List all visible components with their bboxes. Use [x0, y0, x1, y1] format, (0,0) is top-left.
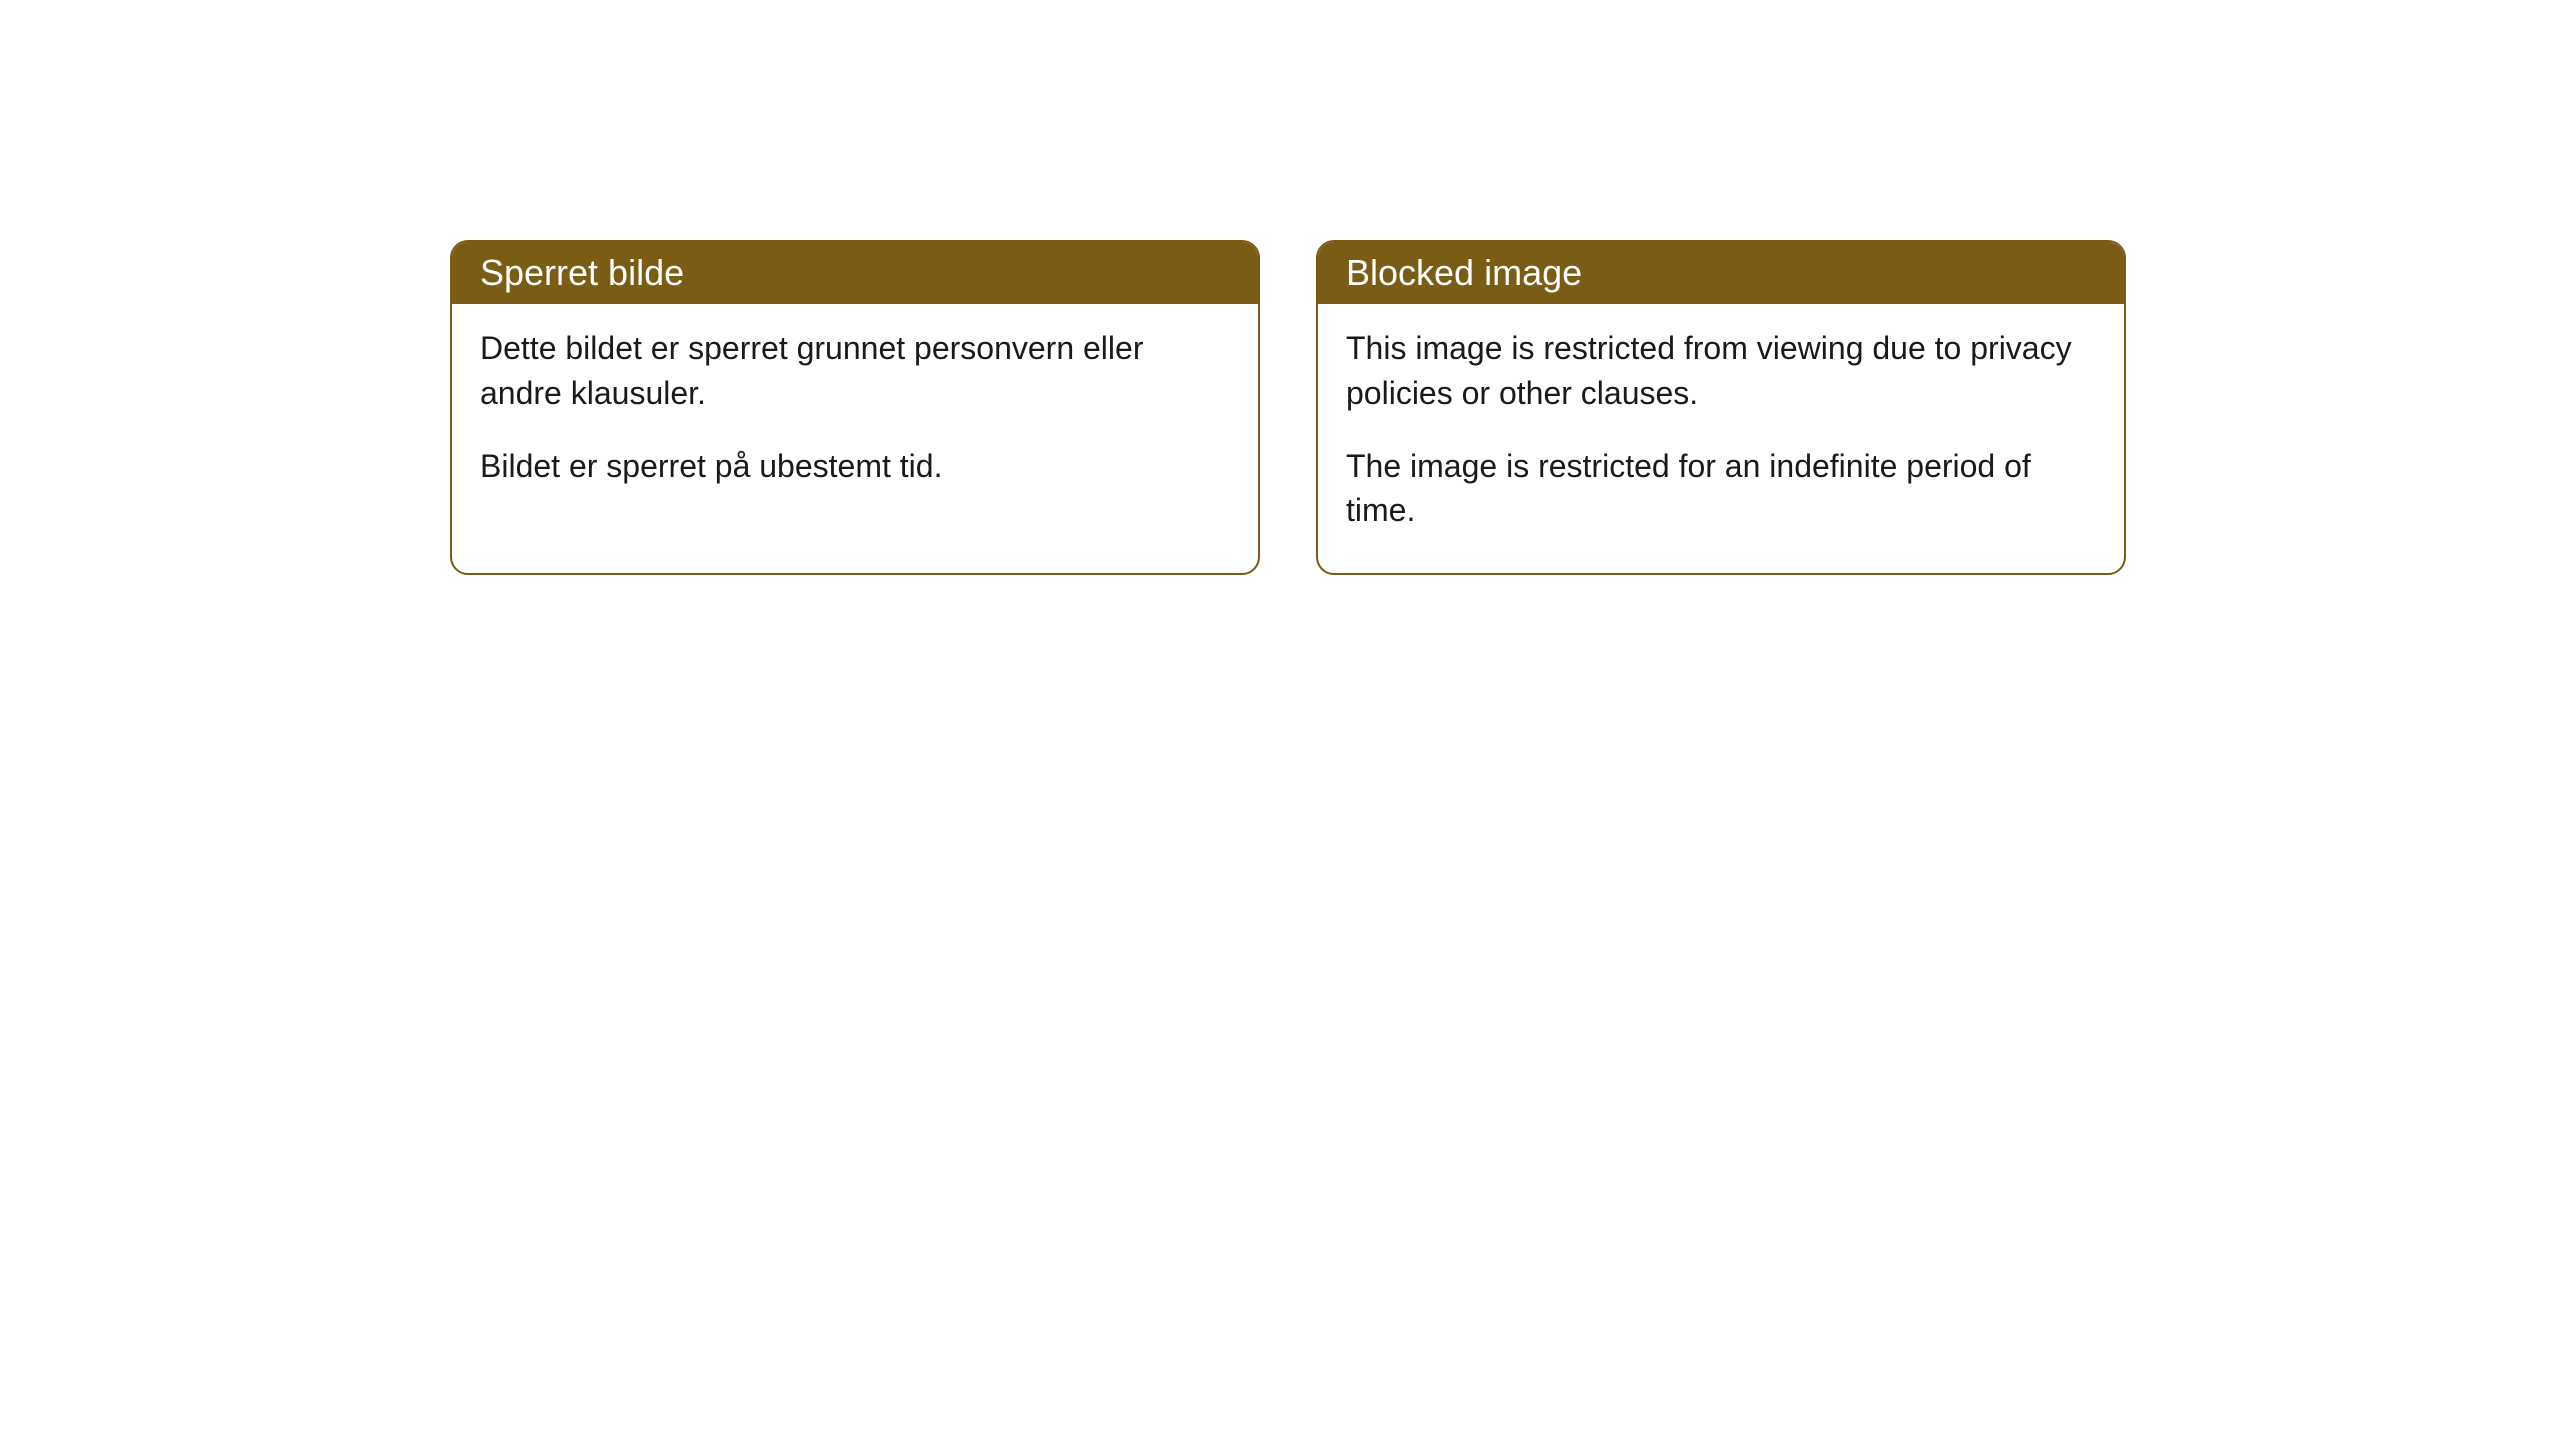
- notice-header-norwegian: Sperret bilde: [452, 242, 1258, 304]
- notice-card-norwegian: Sperret bilde Dette bildet er sperret gr…: [450, 240, 1260, 575]
- notice-body-english: This image is restricted from viewing du…: [1318, 304, 2124, 573]
- notice-header-english: Blocked image: [1318, 242, 2124, 304]
- notice-text-norwegian-1: Dette bildet er sperret grunnet personve…: [480, 326, 1230, 416]
- notice-title-norwegian: Sperret bilde: [480, 252, 684, 293]
- notice-text-english-2: The image is restricted for an indefinit…: [1346, 444, 2096, 534]
- notice-text-english-1: This image is restricted from viewing du…: [1346, 326, 2096, 416]
- notice-body-norwegian: Dette bildet er sperret grunnet personve…: [452, 304, 1258, 528]
- notice-title-english: Blocked image: [1346, 252, 1582, 293]
- notice-text-norwegian-2: Bildet er sperret på ubestemt tid.: [480, 444, 1230, 489]
- notice-card-english: Blocked image This image is restricted f…: [1316, 240, 2126, 575]
- notice-cards-container: Sperret bilde Dette bildet er sperret gr…: [450, 240, 2126, 575]
